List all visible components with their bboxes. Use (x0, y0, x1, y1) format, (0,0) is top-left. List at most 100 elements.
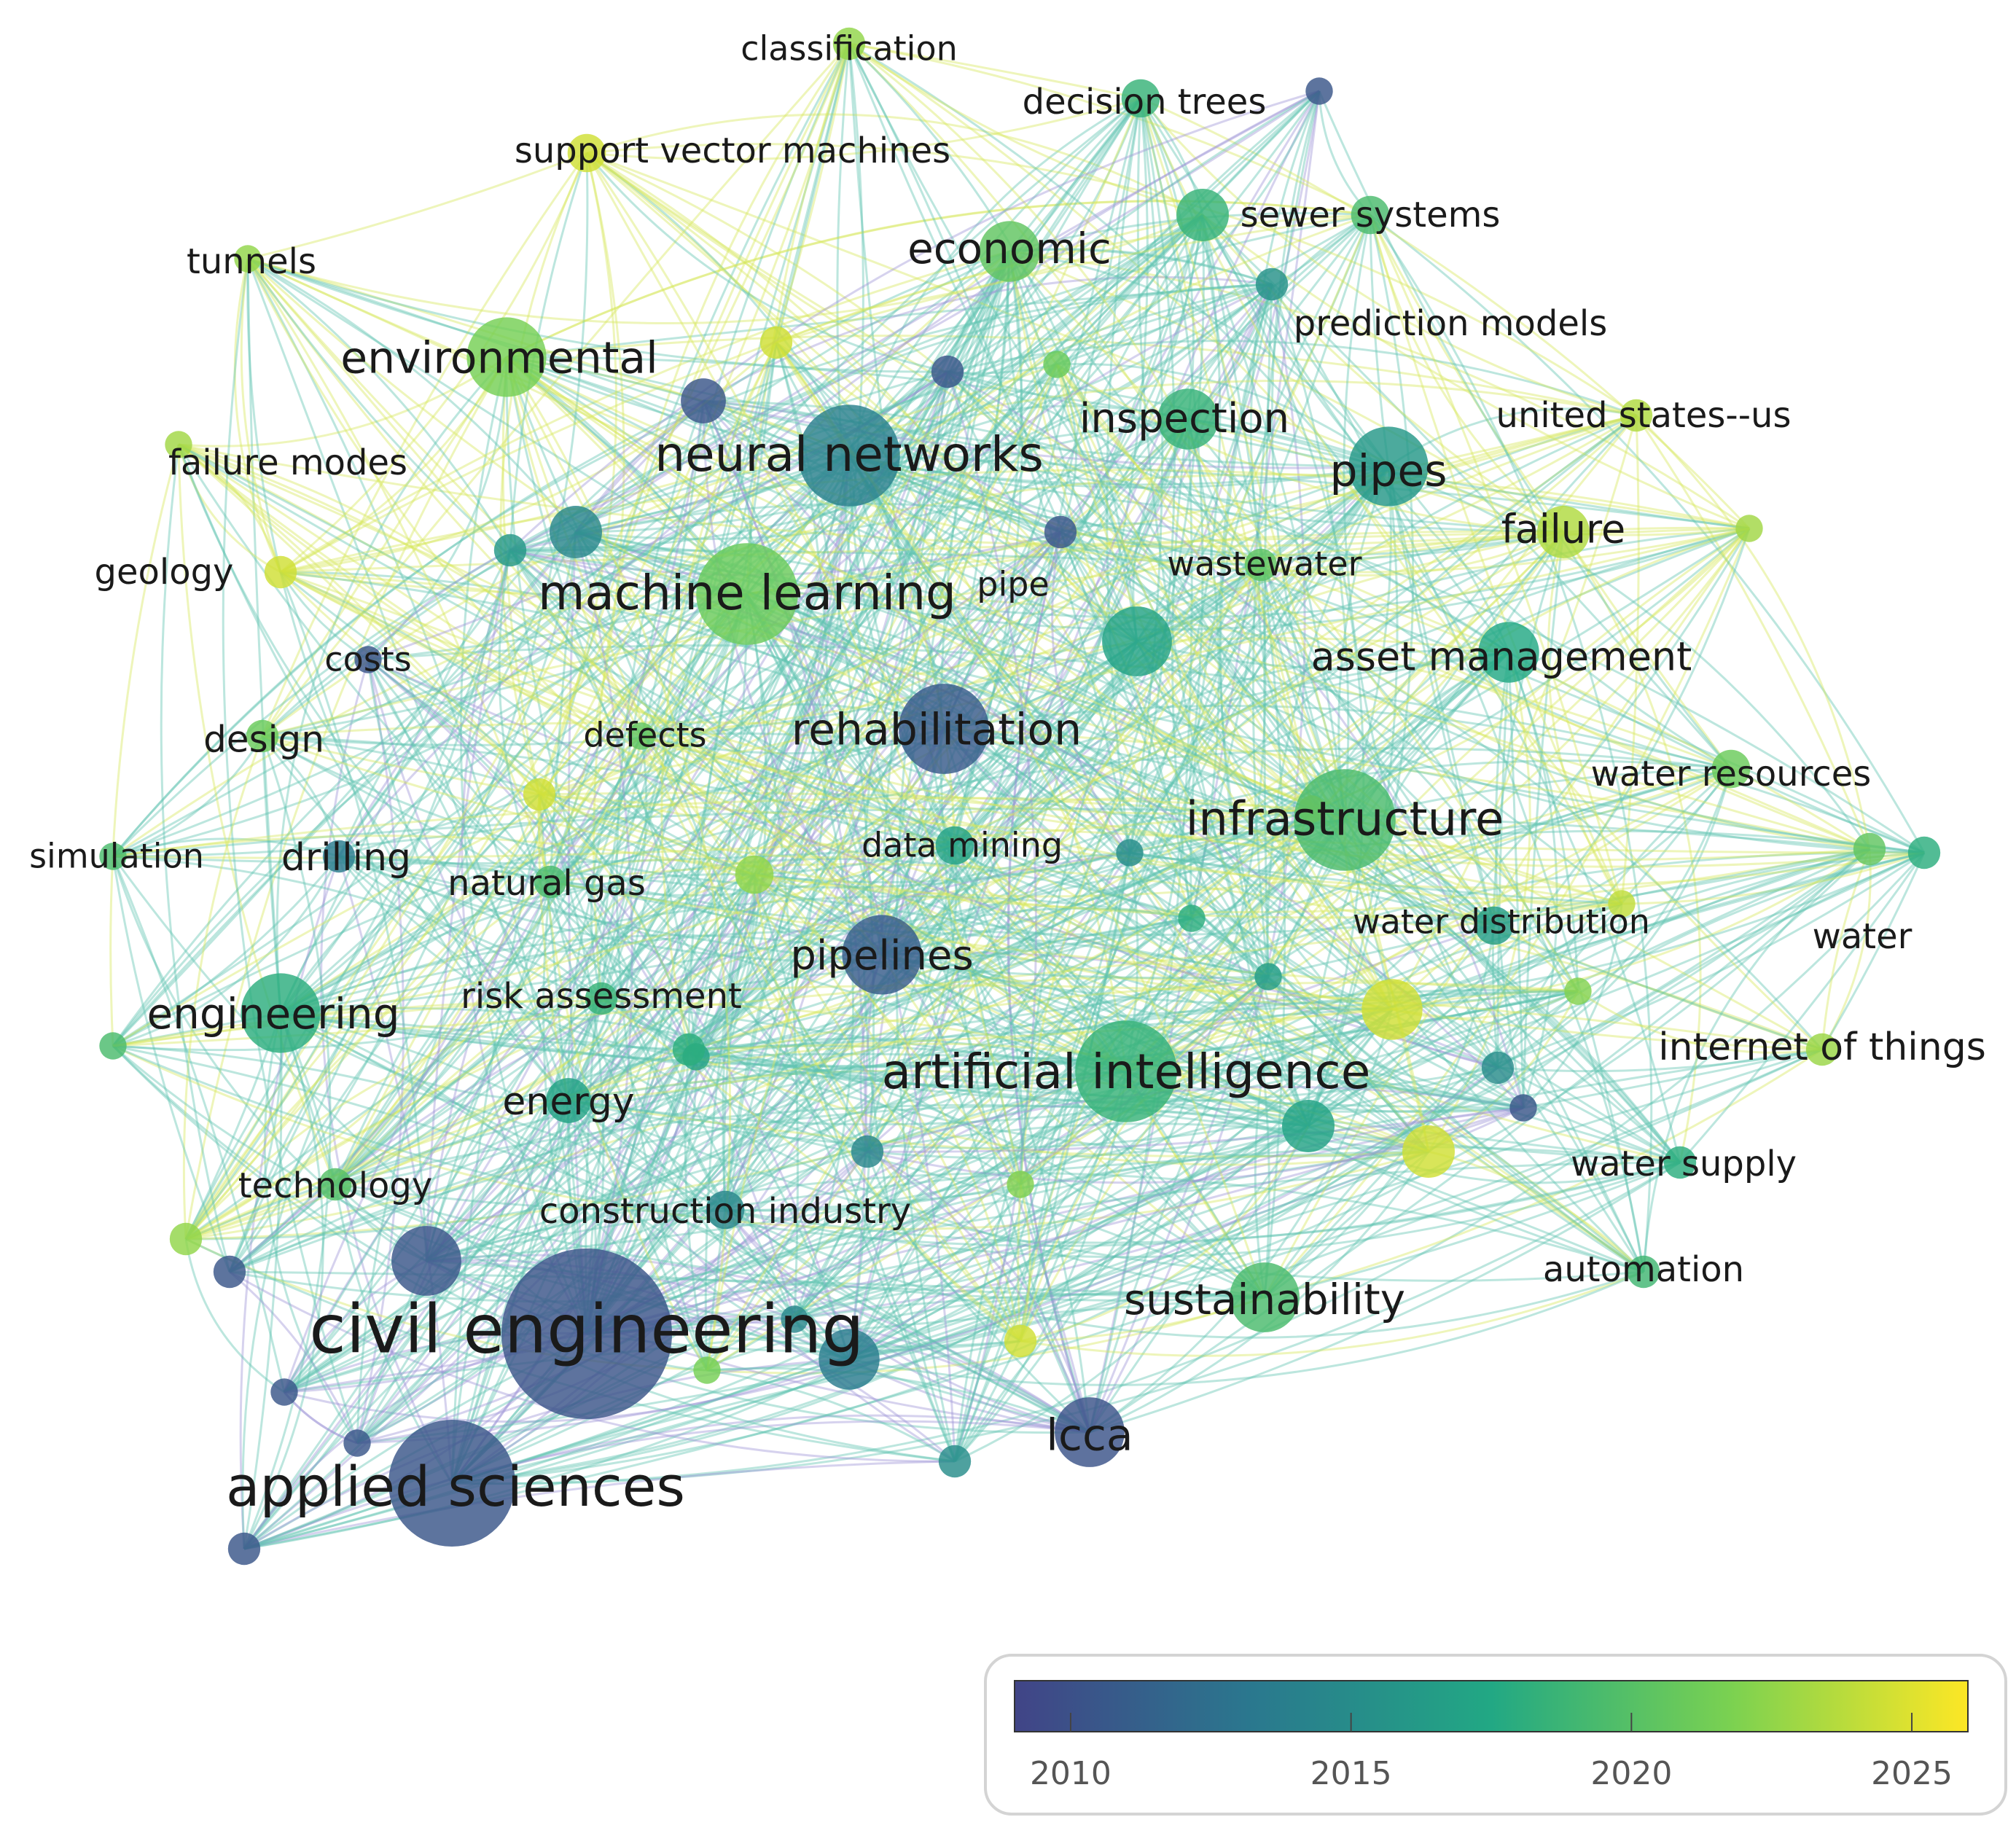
link (723, 363, 1058, 1211)
link (1125, 767, 1732, 1073)
link (586, 152, 1509, 654)
node-n22[interactable] (1735, 515, 1763, 542)
node-n14[interactable] (169, 1222, 203, 1256)
node-neural-networks[interactable] (798, 405, 900, 507)
node-sewer-systems[interactable] (1351, 195, 1390, 235)
link (1249, 90, 1346, 821)
node-n13[interactable] (523, 778, 556, 811)
node-n4[interactable] (1361, 979, 1423, 1040)
node-tunnels[interactable] (234, 245, 262, 273)
link (185, 997, 602, 1240)
node-economic[interactable] (979, 221, 1040, 282)
link (262, 640, 1138, 746)
node-water-supply[interactable] (1663, 1146, 1697, 1179)
node-pipe[interactable] (1044, 515, 1077, 549)
node-pipelines[interactable] (842, 915, 922, 995)
node-n29[interactable] (1564, 977, 1592, 1005)
node-n10[interactable] (735, 855, 774, 894)
node-n38[interactable] (1007, 1171, 1034, 1198)
node-sustainability[interactable] (1230, 1262, 1300, 1332)
node-machine-learning[interactable] (696, 543, 798, 645)
node-wastewater[interactable] (1244, 548, 1278, 582)
link (112, 250, 1010, 1047)
node-inspection[interactable] (1157, 388, 1219, 450)
node-n31[interactable] (1116, 839, 1144, 867)
node-environmental[interactable] (466, 317, 547, 397)
node-n35[interactable] (99, 1032, 127, 1060)
node-n27[interactable] (1907, 836, 1941, 869)
node-classification[interactable] (832, 27, 866, 60)
node-water[interactable] (1853, 832, 1886, 866)
node-energy[interactable] (546, 1078, 591, 1123)
node-n36[interactable] (1608, 890, 1636, 918)
node-n30[interactable] (1178, 904, 1206, 932)
node-n26[interactable] (759, 326, 793, 359)
node-prediction-models[interactable] (1255, 267, 1289, 301)
link (585, 43, 851, 1334)
node-technology[interactable] (319, 1168, 352, 1201)
link (112, 997, 602, 1052)
node-automation[interactable] (1627, 1255, 1660, 1289)
node-geology[interactable] (264, 555, 297, 589)
node-rehabilitation[interactable] (899, 684, 989, 774)
node-n21[interactable] (343, 1429, 371, 1457)
link (586, 975, 1270, 1335)
node-n25[interactable] (1305, 77, 1333, 105)
link (848, 1184, 1022, 1361)
node-n12[interactable] (931, 355, 964, 388)
node-drilling[interactable] (322, 840, 356, 873)
node-internet-of-things[interactable] (1805, 1033, 1839, 1066)
node-infrastructure[interactable] (1294, 769, 1396, 871)
node-n11[interactable] (1481, 1051, 1515, 1085)
link (506, 356, 1622, 905)
node-artificial-intelligence[interactable] (1075, 1020, 1177, 1122)
node-n34[interactable] (270, 1378, 298, 1406)
node-n19[interactable] (672, 1033, 706, 1066)
node-n2[interactable] (818, 1329, 880, 1390)
node-water-resources[interactable] (1711, 749, 1751, 789)
link (261, 356, 508, 737)
node-n9[interactable] (681, 378, 726, 423)
link (867, 1125, 1309, 1160)
node-n20[interactable] (851, 1135, 884, 1168)
link (337, 399, 705, 857)
node-n23[interactable] (1043, 351, 1071, 378)
node-united-states-us[interactable] (1620, 399, 1653, 432)
node-failure-modes[interactable] (165, 431, 192, 458)
node-n7[interactable] (1176, 189, 1229, 241)
node-design[interactable] (246, 719, 279, 753)
node-asset-management[interactable] (1478, 622, 1539, 683)
node-engineering[interactable] (241, 973, 321, 1053)
node-decision-trees[interactable] (1121, 79, 1160, 118)
node-n6[interactable] (1282, 1100, 1335, 1152)
node-costs[interactable] (354, 646, 382, 673)
node-applied-sciences[interactable] (388, 1420, 515, 1547)
node-lcca[interactable] (1055, 1397, 1125, 1467)
node-n8[interactable] (550, 506, 602, 558)
node-n15[interactable] (213, 1255, 246, 1289)
node-n5[interactable] (1402, 1125, 1455, 1178)
node-n1[interactable] (391, 1226, 461, 1296)
node-civil-engineering[interactable] (501, 1248, 672, 1419)
node-n40[interactable] (1509, 1094, 1537, 1122)
node-defects[interactable] (628, 722, 655, 750)
node-construction-industry[interactable] (706, 1190, 745, 1230)
node-n3[interactable] (1102, 606, 1172, 676)
node-failure[interactable] (1537, 506, 1590, 558)
link (881, 818, 1345, 956)
node-data-mining[interactable] (935, 826, 974, 865)
node-n33[interactable] (493, 534, 527, 567)
node-n37[interactable] (693, 1356, 721, 1384)
node-risk-assessment[interactable] (585, 982, 618, 1015)
node-n39[interactable] (1254, 963, 1282, 990)
node-water-distribution[interactable] (1474, 906, 1514, 945)
node-n18[interactable] (227, 1532, 261, 1566)
node-natural-gas[interactable] (534, 865, 567, 899)
node-n17[interactable] (938, 1445, 972, 1478)
node-support-vector-machines[interactable] (567, 133, 606, 173)
node-pipes[interactable] (1348, 426, 1429, 507)
link (539, 793, 956, 859)
node-n28[interactable] (781, 1305, 808, 1333)
node-simulation[interactable] (99, 843, 127, 870)
node-n16[interactable] (1004, 1324, 1037, 1358)
